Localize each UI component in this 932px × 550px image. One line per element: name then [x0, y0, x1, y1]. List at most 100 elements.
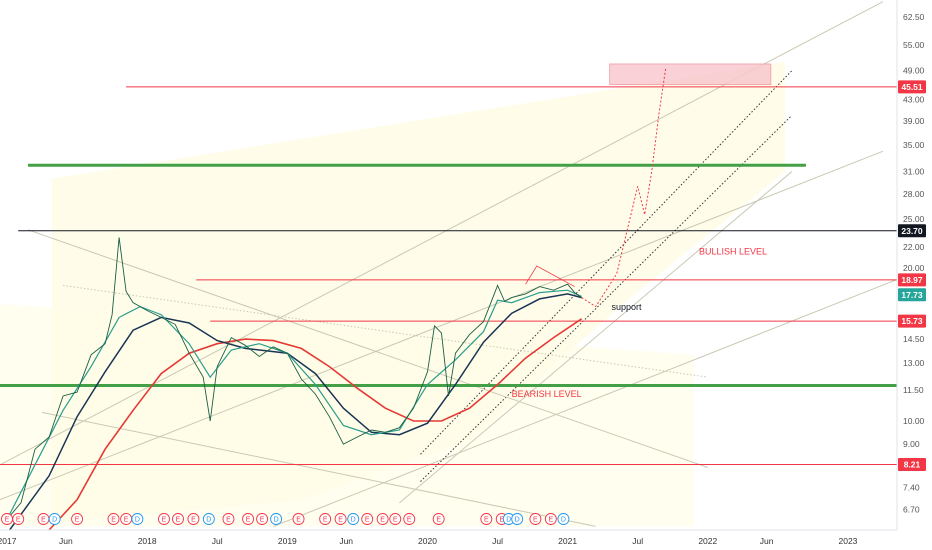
event-label-11: D	[206, 517, 211, 524]
y-tick-label: 22.00	[903, 242, 925, 252]
y-tick-label: 62.50	[903, 12, 925, 22]
price-tag-label-5: 8.21	[904, 460, 921, 470]
ma-fast-line	[6, 289, 582, 520]
ma-mid-line	[6, 293, 582, 535]
price-tag-3	[898, 288, 926, 302]
price-tag-0	[898, 80, 926, 94]
y-tick-label: 55.00	[903, 40, 925, 50]
event-marker-18	[334, 513, 347, 525]
event-label-28: D	[515, 517, 520, 524]
y-tick-label: 6.70	[903, 504, 920, 514]
y-tick-label: 49.00	[903, 66, 925, 76]
event-label-27: D	[506, 517, 511, 524]
x-tick-label: Jun	[339, 536, 353, 546]
event-label-14: E	[260, 517, 265, 524]
event-label-20: E	[365, 517, 370, 524]
event-marker-11	[202, 513, 215, 525]
y-tick-label: 43.00	[903, 94, 925, 104]
price-tag-1	[898, 224, 926, 238]
ma-slow-line	[48, 318, 583, 531]
trendline-6	[27, 229, 708, 468]
event-marker-30	[544, 513, 557, 525]
event-marker-20	[361, 513, 374, 525]
y-tick-label: 39.00	[903, 116, 925, 126]
event-marker-16	[292, 513, 305, 525]
event-marker-22	[389, 513, 402, 525]
event-marker-1	[12, 513, 25, 525]
x-tick-label: 2018	[138, 536, 157, 546]
event-marker-3	[48, 513, 61, 525]
price-tag-label-3: 17.73	[901, 290, 923, 300]
event-label-22: E	[393, 517, 398, 524]
event-label-2: E	[41, 517, 46, 524]
x-tick-label: 2021	[558, 536, 577, 546]
event-label-15: D	[274, 517, 279, 524]
event-label-12: E	[226, 517, 231, 524]
y-tick-label: 14.50	[903, 334, 925, 344]
event-label-8: E	[162, 517, 167, 524]
event-label-4: E	[75, 517, 80, 524]
target-zone	[609, 63, 772, 85]
x-tick-label: 2020	[418, 536, 437, 546]
price-tag-label-4: 15.73	[901, 316, 923, 326]
y-tick-label: 7.40	[903, 482, 920, 492]
price-tag-label-2: 18.97	[901, 275, 923, 285]
x-tick-label: Jul	[212, 536, 223, 546]
y-tick-label: 20.00	[903, 263, 925, 273]
trendline-8	[41, 411, 596, 527]
price-tag-5	[898, 458, 926, 472]
trendline-7	[62, 284, 708, 378]
event-label-7: D	[135, 517, 140, 524]
event-label-16: E	[296, 517, 301, 524]
annotation-0: BULLISH LEVEL	[699, 246, 767, 256]
y-tick-label: 10.00	[903, 416, 925, 426]
event-marker-24	[432, 513, 445, 525]
event-label-30: E	[548, 517, 553, 524]
x-tick-label: 2022	[698, 536, 717, 546]
event-marker-25	[480, 513, 493, 525]
event-marker-12	[222, 513, 235, 525]
trendline-5	[399, 171, 793, 504]
event-marker-9	[172, 513, 184, 525]
y-tick-label: 9.00	[903, 439, 920, 449]
annotation-2: support	[611, 302, 642, 312]
x-tick-label: 2023	[838, 536, 857, 546]
price-tag-4	[898, 314, 926, 328]
x-tick-label: Jul	[492, 536, 503, 546]
event-marker-5	[107, 513, 120, 525]
event-label-13: E	[246, 517, 251, 524]
event-label-29: E	[533, 517, 538, 524]
event-label-21: E	[380, 517, 385, 524]
event-label-9: E	[176, 517, 181, 524]
event-marker-7	[131, 513, 144, 525]
event-label-18: E	[338, 517, 343, 524]
event-marker-15	[270, 513, 283, 525]
event-marker-4	[71, 513, 84, 525]
event-label-25: E	[484, 517, 489, 524]
event-marker-8	[158, 513, 170, 525]
y-tick-label: 25.00	[903, 214, 925, 224]
x-tick-label: 2017	[0, 536, 17, 546]
event-marker-10	[187, 513, 200, 525]
price-line	[6, 237, 582, 520]
trendline-1	[0, 150, 884, 501]
lower-channel-fill	[0, 304, 694, 527]
y-tick-label: 28.00	[903, 189, 925, 199]
event-marker-19	[347, 513, 360, 525]
y-tick-label: 13.00	[903, 358, 925, 368]
x-tick-label: Jul	[632, 536, 643, 546]
event-label-17: E	[323, 517, 328, 524]
event-label-31: D	[561, 517, 566, 524]
event-label-26: E	[499, 517, 504, 524]
event-label-10: E	[191, 517, 196, 524]
event-label-23: E	[407, 517, 412, 524]
event-label-19: D	[351, 517, 356, 524]
price-tag-2	[898, 273, 926, 287]
event-marker-28	[511, 513, 524, 525]
event-label-6: E	[124, 517, 129, 524]
trendline-3	[420, 70, 793, 455]
trendline-4	[420, 115, 793, 482]
time-axis	[0, 530, 932, 550]
